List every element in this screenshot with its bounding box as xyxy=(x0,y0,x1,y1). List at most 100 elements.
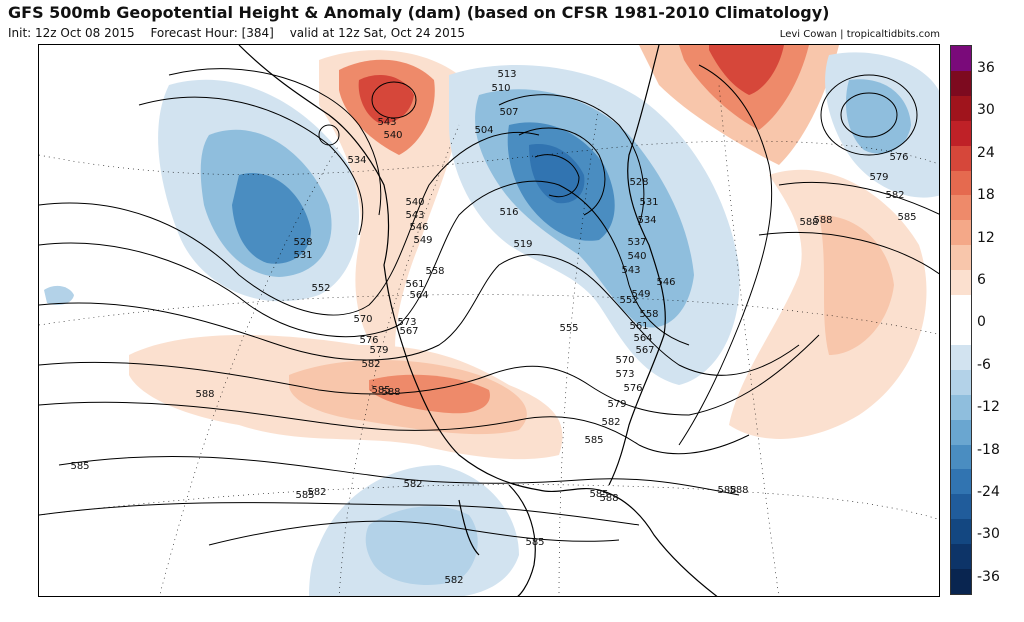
credit-text: Levi Cowan | tropicaltidbits.com xyxy=(779,29,940,40)
colorbar-swatch xyxy=(951,170,971,196)
contour-label: 588 xyxy=(599,493,618,504)
contour-label: 588 xyxy=(729,485,748,496)
contour-label: 558 xyxy=(639,309,658,320)
colorbar-swatch xyxy=(951,46,971,72)
contour-label: 537 xyxy=(627,237,646,248)
contour-label: 549 xyxy=(413,235,432,246)
contour-label: 582 xyxy=(601,417,620,428)
contour-label: 567 xyxy=(635,345,654,356)
contour-label: 528 xyxy=(629,177,648,188)
chart-title: GFS 500mb Geopotential Height & Anomaly … xyxy=(8,3,830,22)
contour-label: 513 xyxy=(497,69,516,80)
colorbar-swatch xyxy=(951,245,971,271)
colorbar-swatch xyxy=(951,344,971,371)
colorbar-swatch xyxy=(951,220,971,246)
contour-label: 576 xyxy=(889,152,908,163)
contour-label: 585 xyxy=(897,212,916,223)
contour-label: 540 xyxy=(627,251,646,262)
contour-label: 543 xyxy=(377,117,396,128)
contour-label: 546 xyxy=(409,222,428,233)
contour-label: 582 xyxy=(361,359,380,370)
contour-label: 543 xyxy=(621,265,640,276)
colorbar-swatch xyxy=(951,195,971,221)
map-canvas: 5135105075045165195285315345375405435465… xyxy=(39,45,939,596)
contour-label: 588 xyxy=(813,215,832,226)
colorbar-swatch xyxy=(951,544,971,570)
contour-label: 543 xyxy=(405,210,424,221)
colorbar-swatch xyxy=(951,295,971,321)
contour-label: 588 xyxy=(381,387,400,398)
contour-label: 579 xyxy=(369,345,388,356)
contour-label: 570 xyxy=(353,314,372,325)
colorbar-swatch xyxy=(951,120,971,147)
contour-label: 546 xyxy=(656,277,675,288)
graticule xyxy=(39,84,939,596)
colorbar-tick-label: 24 xyxy=(977,144,995,161)
colorbar-tick-label: 6 xyxy=(977,272,986,288)
colorbar-swatch xyxy=(951,394,971,421)
init-time: Init: 12z Oct 08 2015 xyxy=(8,26,135,40)
contour-label: 528 xyxy=(293,237,312,248)
contour-label: 567 xyxy=(399,326,418,337)
contour-label: 579 xyxy=(607,399,626,410)
colorbar-tick-label: -12 xyxy=(977,399,1000,416)
contour-label: 516 xyxy=(499,207,518,218)
contour-label: 573 xyxy=(615,369,634,380)
colorbar-tick-label: -24 xyxy=(977,484,1000,500)
colorbar-swatch xyxy=(951,469,971,495)
contour-label: 570 xyxy=(615,355,634,366)
contour-label: 582 xyxy=(444,575,463,586)
colorbar-tick-label: 18 xyxy=(977,187,995,204)
contour-label: 555 xyxy=(559,323,578,334)
colorbar-tick-label: -30 xyxy=(977,526,1000,543)
colorbar-tick-label: -18 xyxy=(977,441,1000,458)
contour-label: 540 xyxy=(383,130,402,141)
contour-label: 588 xyxy=(799,217,818,228)
contour-label: 561 xyxy=(405,279,424,290)
contour-label: 585 xyxy=(584,435,603,446)
contour-label: 585 xyxy=(589,489,608,500)
contour-label: 564 xyxy=(409,290,428,301)
contour-label: 585 xyxy=(371,385,390,396)
colorbar-tick-label: 36 xyxy=(977,60,995,76)
contour-label: 576 xyxy=(359,335,378,346)
contour-label: 585 xyxy=(295,490,314,501)
colorbar-swatch xyxy=(951,419,971,446)
contour-labels: 5135105075045165195285315345375405435465… xyxy=(70,69,916,586)
contour-label: 573 xyxy=(397,317,416,328)
contour-label: 519 xyxy=(513,239,532,250)
contour-label: 510 xyxy=(491,83,510,94)
contour-label: 552 xyxy=(311,283,330,294)
contour-label: 558 xyxy=(425,266,444,277)
colorbar-tick-label: 12 xyxy=(977,229,995,246)
contour-label: 588 xyxy=(717,485,736,496)
colorbar-swatch xyxy=(951,70,971,97)
contour-label: 534 xyxy=(347,155,366,166)
contour-label: 540 xyxy=(405,197,424,208)
contour-label: 552 xyxy=(619,295,638,306)
forecast-hour: Forecast Hour: [384] xyxy=(150,26,274,40)
colorbar-swatch xyxy=(951,95,971,122)
colorbar-swatch xyxy=(951,494,971,520)
contour-label: 534 xyxy=(637,215,656,226)
colorbar-swatch xyxy=(951,270,971,296)
height-contours xyxy=(39,64,939,546)
contour-label: 561 xyxy=(629,321,648,332)
contour-label: 564 xyxy=(633,333,652,344)
contour-label: 504 xyxy=(474,125,493,136)
contour-label: 582 xyxy=(885,190,904,201)
colorbar-tick-label: 30 xyxy=(977,102,995,119)
contour-label: 549 xyxy=(631,289,650,300)
contour-label: 582 xyxy=(403,479,422,490)
map-panel: 513 510 507 504 516 519 528 531 534 537 540 543 546 5… xyxy=(38,44,940,597)
coastlines xyxy=(238,45,718,596)
colorbar-swatch xyxy=(951,145,971,172)
contour-label: 576 xyxy=(623,383,642,394)
contour-label: 531 xyxy=(293,250,312,261)
valid-time: valid at 12z Sat, Oct 24 2015 xyxy=(289,26,465,40)
colorbar-tick-label: -36 xyxy=(977,568,1000,585)
contour-label: 588 xyxy=(195,389,214,400)
colorbar-swatch xyxy=(951,444,971,470)
contour-label: 585 xyxy=(70,461,89,472)
colorbar xyxy=(950,45,972,595)
